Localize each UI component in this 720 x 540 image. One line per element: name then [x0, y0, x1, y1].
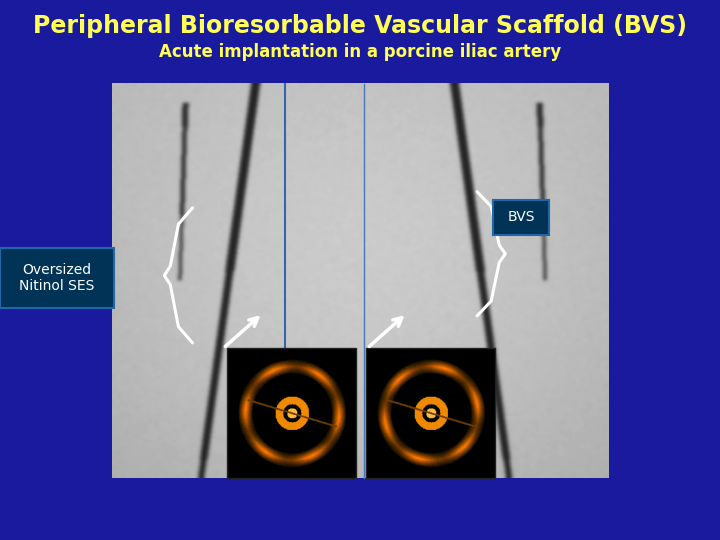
Text: BVS: BVS	[508, 211, 535, 224]
Bar	[366, 348, 495, 478]
Text: Acute implantation in a porcine iliac artery: Acute implantation in a porcine iliac ar…	[159, 43, 561, 61]
Text: Oversized
Nitinol SES: Oversized Nitinol SES	[19, 263, 94, 293]
FancyBboxPatch shape	[0, 248, 114, 308]
Text: Peripheral Bioresorbable Vascular Scaffold (BVS): Peripheral Bioresorbable Vascular Scaffo…	[33, 14, 687, 37]
FancyBboxPatch shape	[493, 200, 549, 235]
Bar	[227, 348, 356, 478]
